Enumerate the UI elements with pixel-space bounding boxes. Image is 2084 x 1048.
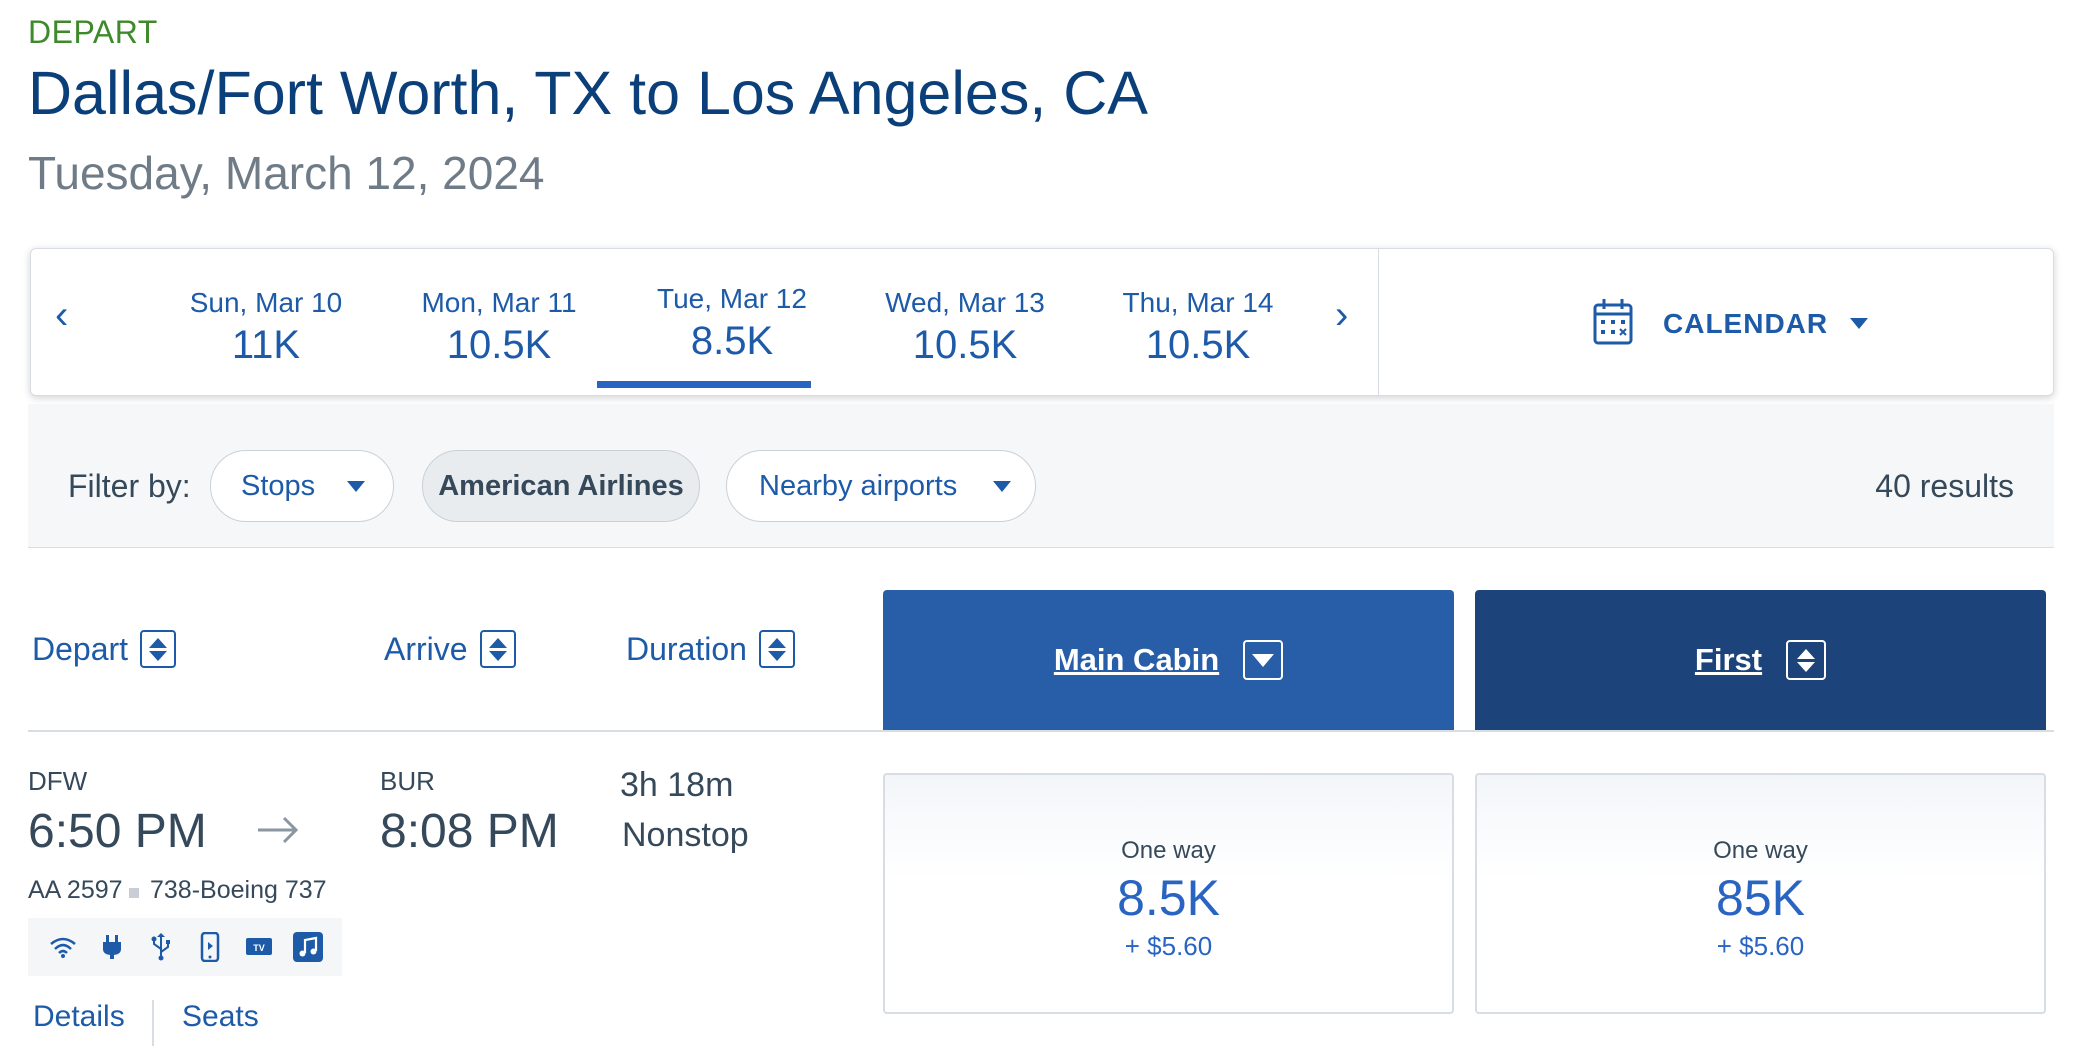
date-option-day: Thu, Mar 14 [1122,287,1274,318]
nearby-airports-label: Nearby airports [759,469,958,502]
arrow-right-icon [256,812,300,853]
sort-icon [479,630,516,668]
svg-text:TV: TV [253,943,265,953]
wifi-icon [48,932,78,962]
date-option[interactable]: Sun, Mar 10 11K [161,287,371,368]
aircraft-type: 738-Boeing 737 [150,876,327,904]
date-option-selected[interactable]: Tue, Mar 12 8.5K [627,283,837,364]
stops-filter-label: Stops [241,469,316,502]
results-count: 40 results [1875,468,2014,504]
american-airlines-filter[interactable]: American Airlines [422,450,700,522]
calendar-button[interactable]: CALENDAR [1593,297,1869,350]
date-option-price: 10.5K [912,323,1018,367]
phone-entertainment-icon [195,932,225,962]
divider [28,730,2054,732]
separator-dot [129,888,139,898]
stops-filter[interactable]: Stops [210,450,394,522]
origin-airport: DFW [28,766,88,796]
flight-number: AA 2597 [28,876,123,904]
first-header[interactable]: First [1475,590,2046,730]
fare-type-label: One way [1713,837,1808,864]
duration-column-label: Duration [626,630,747,667]
travel-date: Tuesday, March 12, 2024 [28,147,545,199]
arrive-time: 8:08 PM [380,805,559,858]
date-option[interactable]: Wed, Mar 13 10.5K [860,287,1070,368]
sort-duration[interactable]: Duration [626,630,795,668]
date-option-day: Wed, Mar 13 [885,287,1045,318]
flight-duration: 3h 18m [620,766,734,804]
main-cabin-label: Main Cabin [1053,642,1220,677]
sort-icon [140,630,177,668]
fare-type-label: One way [1121,837,1216,864]
date-option-price: 10.5K [1145,323,1251,367]
chevron-down-icon [347,480,366,492]
chevron-down-icon [1850,318,1869,329]
seats-link[interactable]: Seats [182,1000,259,1033]
music-icon [292,932,323,962]
date-option-day: Tue, Mar 12 [657,283,807,314]
date-option-day: Mon, Mar 11 [421,287,577,318]
arrive-column-label: Arrive [384,630,468,667]
stops-info: Nonstop [622,816,749,854]
usb-icon [146,932,176,962]
sort-descending-icon [1243,640,1284,680]
sort-icon [1786,640,1827,680]
fare-points: 8.5K [1117,870,1220,926]
main-cabin-fare-card[interactable]: One way 8.5K + $5.60 [883,773,1454,1014]
first-fare-card[interactable]: One way 85K + $5.60 [1475,773,2046,1014]
depart-label: DEPART [28,14,158,50]
filter-bar: Filter by: Stops American Airlines Nearb… [28,404,2054,548]
sort-icon [758,630,795,668]
destination-airport: BUR [380,766,435,796]
first-label: First [1694,642,1763,677]
selected-date-indicator [597,381,811,388]
date-option[interactable]: Thu, Mar 14 10.5K [1093,287,1303,368]
fare-points: 85K [1716,870,1805,926]
route-title: Dallas/Fort Worth, TX to Los Angeles, CA [28,59,1148,127]
next-date-arrow[interactable]: › [1335,293,1349,337]
date-option-price: 8.5K [690,319,774,363]
fare-taxes: + $5.60 [1124,931,1213,961]
depart-column-label: Depart [32,630,129,667]
filter-label: Filter by: [68,468,191,504]
power-plug-icon [97,932,127,962]
date-option-price: 11K [231,323,301,367]
date-option[interactable]: Mon, Mar 11 10.5K [394,287,604,368]
depart-time: 6:50 PM [28,805,207,858]
date-strip: ‹ Sun, Mar 10 11K Mon, Mar 11 10.5K Tue,… [30,248,2054,396]
date-option-day: Sun, Mar 10 [189,287,343,318]
airline-filter-label: American Airlines [438,469,684,502]
divider [1378,249,1379,395]
calendar-label: CALENDAR [1663,307,1829,339]
chevron-down-icon [993,480,1012,492]
amenities-row: TV [28,918,342,976]
sort-depart[interactable]: Depart [32,630,177,668]
nearby-airports-filter[interactable]: Nearby airports [726,450,1036,522]
tv-icon: TV [244,932,274,962]
divider [152,1000,154,1046]
fare-taxes: + $5.60 [1716,931,1805,961]
calendar-icon [1593,297,1633,350]
previous-date-arrow[interactable]: ‹ [55,293,69,337]
details-link[interactable]: Details [33,1000,125,1033]
sort-arrive[interactable]: Arrive [384,630,516,668]
main-cabin-header[interactable]: Main Cabin [883,590,1454,730]
date-option-price: 10.5K [446,323,552,367]
